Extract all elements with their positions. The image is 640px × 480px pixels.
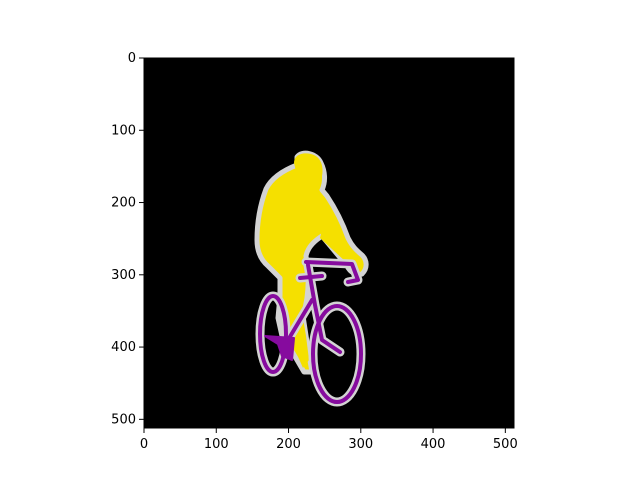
y-tick-label: 200 <box>111 196 136 211</box>
x-tick-label: 500 <box>493 437 518 452</box>
rear-wheel <box>258 294 288 374</box>
y-tick-label: 0 <box>128 51 136 66</box>
segmentation-mask-image <box>144 58 514 428</box>
y-tick-label: 400 <box>111 340 136 355</box>
crank <box>264 335 295 361</box>
front-wheel <box>311 304 363 404</box>
y-axis: 0 100 200 300 400 500 <box>111 51 144 427</box>
x-tick-label: 300 <box>348 437 373 452</box>
plot-border <box>143 57 515 429</box>
fork <box>306 263 342 354</box>
x-axis: 0 100 200 300 400 500 <box>140 428 518 452</box>
axes-frame <box>143 57 515 429</box>
y-tick-label: 300 <box>111 268 136 283</box>
person-leg <box>292 300 309 368</box>
handlebar <box>304 260 360 284</box>
x-tick-label: 400 <box>421 437 446 452</box>
y-tick-label: 500 <box>111 412 136 427</box>
x-tick-label: 0 <box>140 437 148 452</box>
x-tick-label: 100 <box>204 437 229 452</box>
person-head <box>294 153 323 183</box>
top-tube <box>298 274 324 280</box>
bicycle-region <box>255 257 366 407</box>
x-tick-label: 200 <box>276 437 301 452</box>
y-tick-label: 100 <box>111 123 136 138</box>
